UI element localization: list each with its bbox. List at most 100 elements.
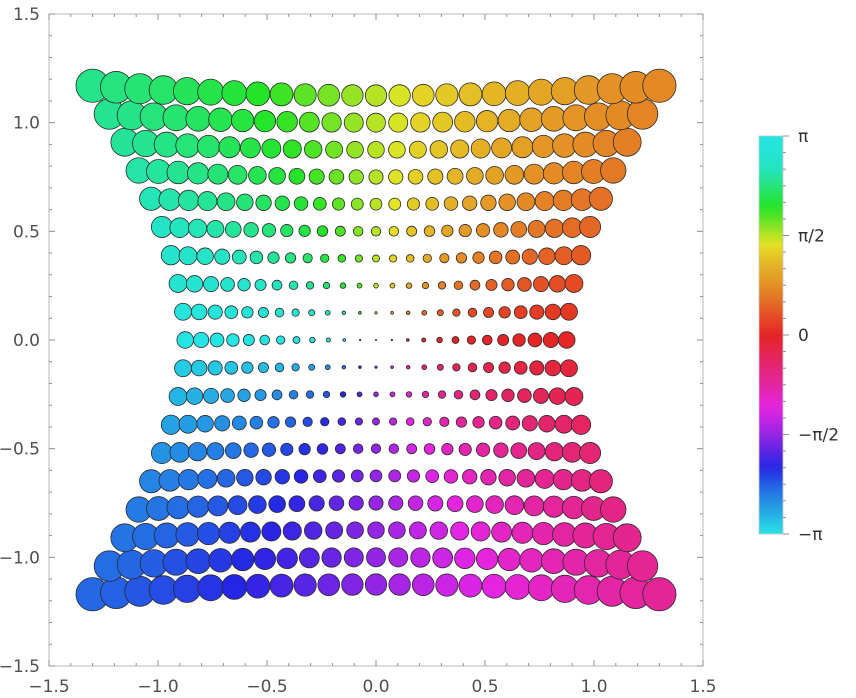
x-tick-label: −1.5 [28,677,69,697]
data-point [243,222,259,238]
data-point [346,141,364,159]
data-point [612,523,642,553]
data-point [308,495,325,512]
data-point [422,253,432,263]
data-point [220,277,235,292]
data-point [458,442,472,456]
data-point [321,547,342,568]
data-point [485,166,504,185]
data-point [527,332,543,348]
data-point [320,417,330,427]
data-point [475,442,491,457]
data-point [388,197,402,211]
data-point [352,226,364,237]
data-point [436,309,444,317]
data-point [239,137,261,159]
data-point [298,111,320,133]
y-tick-label: 0.5 [13,222,40,242]
data-point [405,364,411,370]
data-point [274,307,285,318]
data-point [483,307,495,318]
data-point [224,360,239,375]
data-point [341,573,364,596]
data-point [320,253,330,263]
data-point [469,389,481,401]
data-point [185,548,212,574]
data-point [369,469,383,483]
data-point [421,309,428,316]
data-points [75,68,677,612]
data-point [529,304,545,320]
data-point [389,391,396,398]
color-legend-label: π/2 [798,226,825,246]
data-point [268,167,286,185]
data-point [467,362,478,373]
data-point [324,364,331,371]
data-point [408,140,427,159]
data-point [519,107,544,132]
data-point [339,282,347,289]
data-point [341,310,347,316]
data-point [245,81,271,107]
data-point [429,140,448,159]
data-point [475,110,499,133]
data-point [354,254,363,263]
data-point [293,83,317,107]
data-point [388,495,404,511]
x-axis-tick-labels: −1.5 −1.0 −0.5 0.0 0.5 1.0 1.5 [28,677,716,697]
data-point [482,334,493,346]
data-point [368,169,384,185]
data-point [160,245,182,266]
data-point [220,388,235,403]
data-point [497,108,521,133]
data-point [216,468,236,488]
data-point [342,338,346,342]
data-point [257,307,269,318]
data-point [255,194,272,211]
data-point [452,308,461,317]
data-point [454,547,476,570]
y-tick-label: −0.5 [0,440,40,460]
data-point [570,245,592,266]
data-point [427,495,444,512]
data-point [548,275,567,293]
data-point [372,417,380,426]
data-point [548,387,567,405]
data-point [485,389,498,402]
data-point [241,306,254,319]
data-point [437,281,447,290]
data-point [325,337,331,343]
data-point [267,251,280,264]
data-point [560,302,578,321]
data-point [224,221,242,238]
data-point [425,196,440,211]
data-point [432,547,454,569]
data-point [452,363,461,372]
data-point [236,193,254,212]
data-point [196,521,221,546]
data-point [284,416,297,428]
data-point [450,521,470,541]
data-point [405,338,410,342]
data-point [472,251,485,264]
data-point [510,221,528,238]
data-point [516,468,536,488]
x-tick-label: 0.5 [471,677,498,697]
data-point [388,521,406,539]
data-point [218,521,241,544]
data-point [207,360,223,376]
data-point [291,308,300,317]
data-point [469,279,481,291]
data-point [552,469,574,491]
data-point [317,573,341,597]
data-point [236,468,254,487]
data-point [203,387,220,404]
data-point [359,338,362,342]
data-point [600,157,627,184]
data-point [441,443,454,456]
data-point [437,390,447,399]
data-point [237,388,251,402]
data-point [348,495,364,511]
data-point [224,305,239,320]
data-point [185,106,212,132]
